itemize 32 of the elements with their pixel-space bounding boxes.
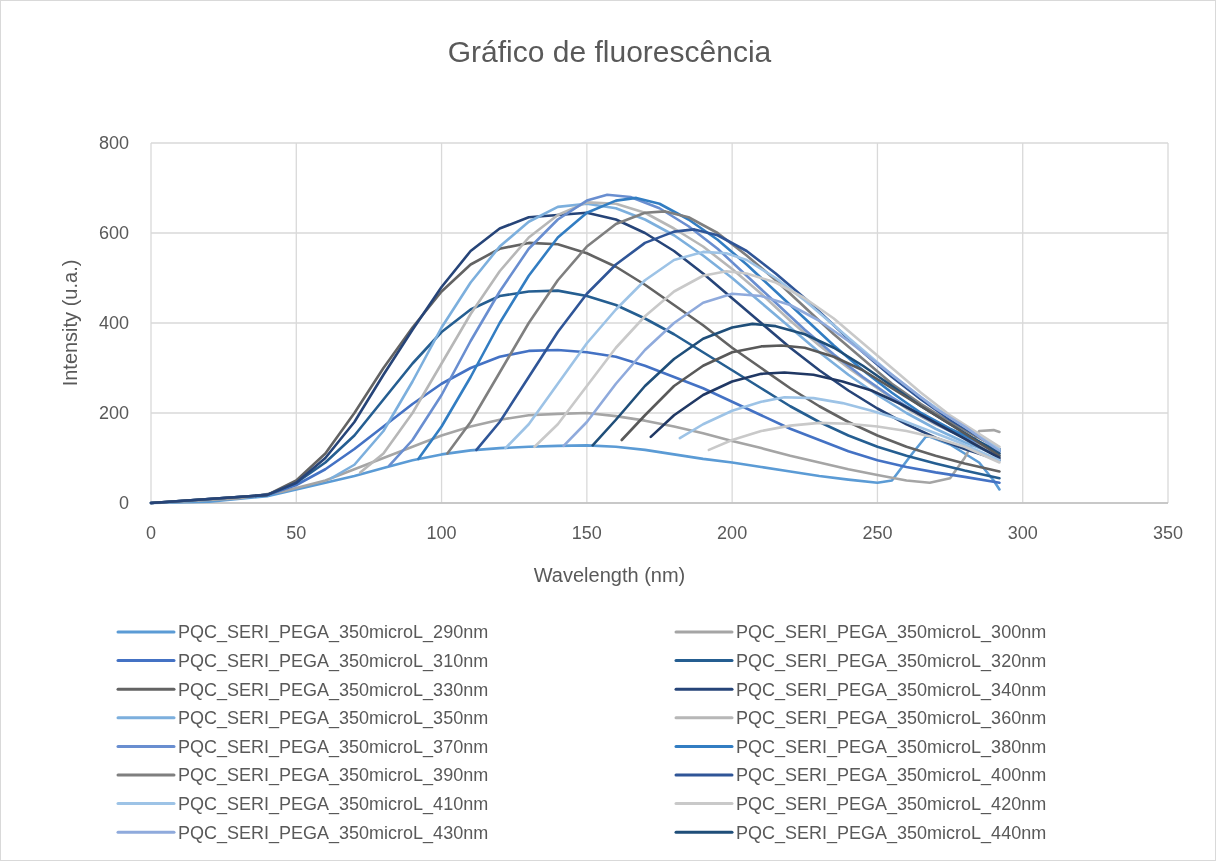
y-tick-label: 600: [98, 223, 129, 244]
legend-label: PQC_SERI_PEGA_350microL_330nm: [178, 679, 489, 701]
legend-label: PQC_SERI_PEGA_350microL_310nm: [178, 650, 489, 672]
x-axis-title: Wavelength (nm): [533, 564, 686, 586]
legend-label: PQC_SERI_PEGA_350microL_350nm: [178, 708, 489, 730]
x-tick-label: 350: [1152, 523, 1184, 543]
x-tick-label: 50: [286, 523, 307, 543]
chart-title: Gráfico de fluorescência: [447, 35, 772, 68]
x-tick-label: 300: [1007, 523, 1038, 543]
x-tick-label: 250: [862, 523, 893, 543]
legend-label: PQC_SERI_PEGA_350microL_390nm: [178, 765, 489, 787]
legend-label: PQC_SERI_PEGA_350microL_440nm: [736, 822, 1047, 844]
legend-label: PQC_SERI_PEGA_350microL_380nm: [736, 736, 1047, 758]
y-tick-label: 200: [98, 403, 129, 424]
legend-label: PQC_SERI_PEGA_350microL_370nm: [178, 736, 489, 758]
y-tick-label: 0: [118, 493, 129, 514]
legend-label: PQC_SERI_PEGA_350microL_420nm: [736, 793, 1047, 815]
legend-label: PQC_SERI_PEGA_350microL_400nm: [736, 765, 1047, 787]
y-tick-label: 400: [98, 313, 129, 334]
x-tick-label: 100: [426, 523, 457, 543]
y-axis-title: Intensity (u.a.): [59, 259, 81, 387]
legend-label: PQC_SERI_PEGA_350microL_340nm: [736, 679, 1047, 701]
x-tick-label: 0: [145, 523, 157, 543]
legend-label: PQC_SERI_PEGA_350microL_290nm: [178, 622, 489, 644]
legend-label: PQC_SERI_PEGA_350microL_300nm: [736, 622, 1047, 644]
legend-label: PQC_SERI_PEGA_350microL_430nm: [178, 822, 489, 844]
legend-label: PQC_SERI_PEGA_350microL_410nm: [178, 793, 489, 815]
legend-label: PQC_SERI_PEGA_350microL_320nm: [736, 650, 1047, 672]
x-tick-label: 200: [717, 523, 748, 543]
y-tick-label: 800: [98, 133, 129, 154]
legend-label: PQC_SERI_PEGA_350microL_360nm: [736, 708, 1047, 730]
x-tick-label: 150: [571, 523, 602, 543]
